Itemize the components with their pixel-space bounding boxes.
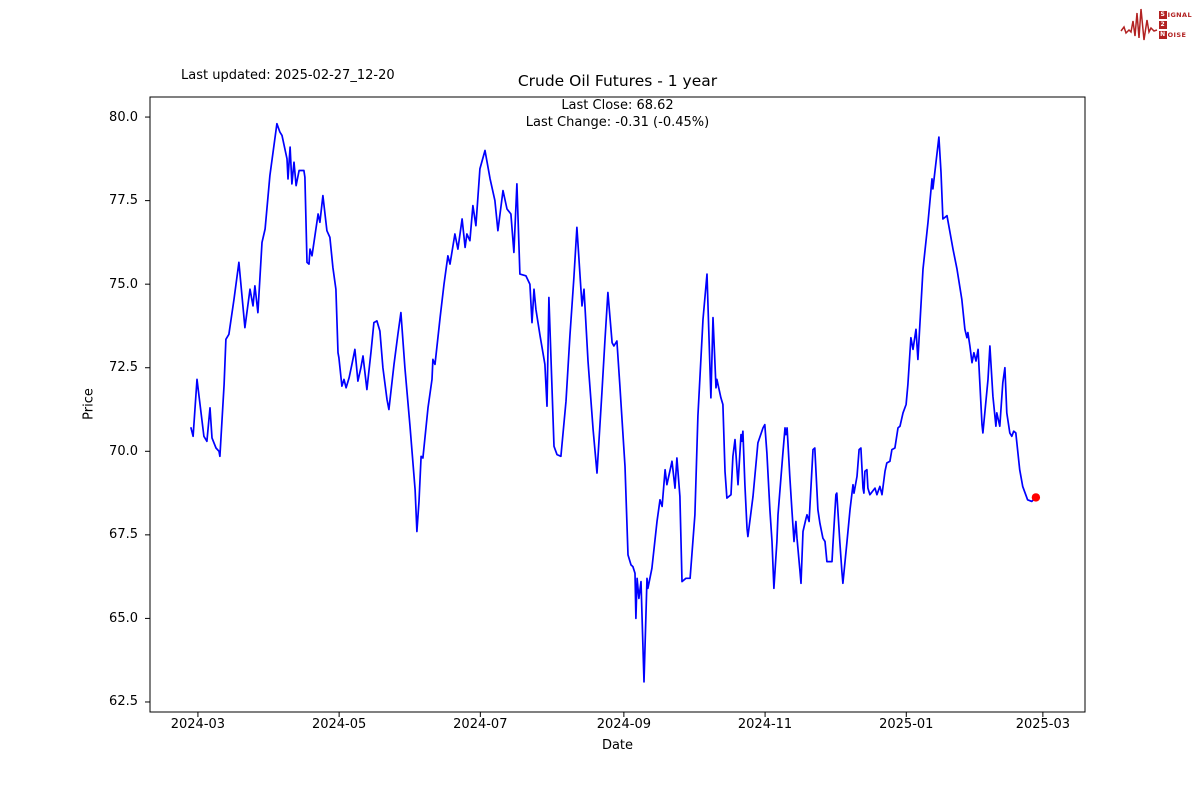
chart-title: Crude Oil Futures - 1 year: [517, 72, 718, 90]
y-tick-label: 80.0: [109, 109, 138, 125]
y-tick-label: 75.0: [109, 276, 138, 292]
y-tick-label: 72.5: [109, 360, 138, 376]
price-line: [190, 122, 1037, 683]
x-tick-label: 2024-09: [596, 717, 652, 732]
y-tick-label: 62.5: [109, 694, 138, 710]
axis-frame: [149, 96, 1086, 713]
x-tick-label: 2025-01: [879, 717, 934, 732]
y-tick-label: 70.0: [109, 443, 138, 459]
x-tick-label: 2025-03: [1015, 717, 1071, 732]
x-axis-label: Date: [601, 738, 634, 753]
subtitle-last-change: Last Change: -0.31 (-0.45%): [525, 115, 710, 130]
last-updated-text: Last updated: 2025-02-27_12-20: [181, 68, 395, 83]
logo-letter-s: S: [1158, 11, 1167, 19]
x-tick-label: 2024-07: [453, 717, 508, 732]
x-tick-label: 2024-11: [737, 717, 793, 732]
logo-letter-n: N: [1158, 31, 1167, 39]
logo: S IGNAL 2 N OISE: [1120, 5, 1192, 45]
logo-row-signal: S IGNAL: [1158, 11, 1192, 19]
logo-text: S IGNAL 2 N OISE: [1158, 11, 1192, 40]
logo-row-2: 2: [1158, 21, 1192, 30]
logo-letter-2: 2: [1158, 21, 1167, 29]
y-tick-label: 65.0: [109, 610, 138, 626]
y-axis-label: Price: [81, 388, 97, 420]
logo-waveform-icon: [1120, 8, 1157, 41]
y-tick-label: 77.5: [109, 193, 138, 209]
subtitle-last-close: Last Close: 68.62: [561, 98, 674, 113]
x-tick-label: 2024-05: [311, 717, 367, 732]
axis-tick-marks: [145, 116, 1044, 717]
y-tick-label: 67.5: [109, 527, 138, 543]
x-tick-label: 2024-03: [170, 717, 226, 732]
last-close-marker: [1031, 493, 1041, 502]
logo-row-noise: N OISE: [1158, 31, 1187, 39]
